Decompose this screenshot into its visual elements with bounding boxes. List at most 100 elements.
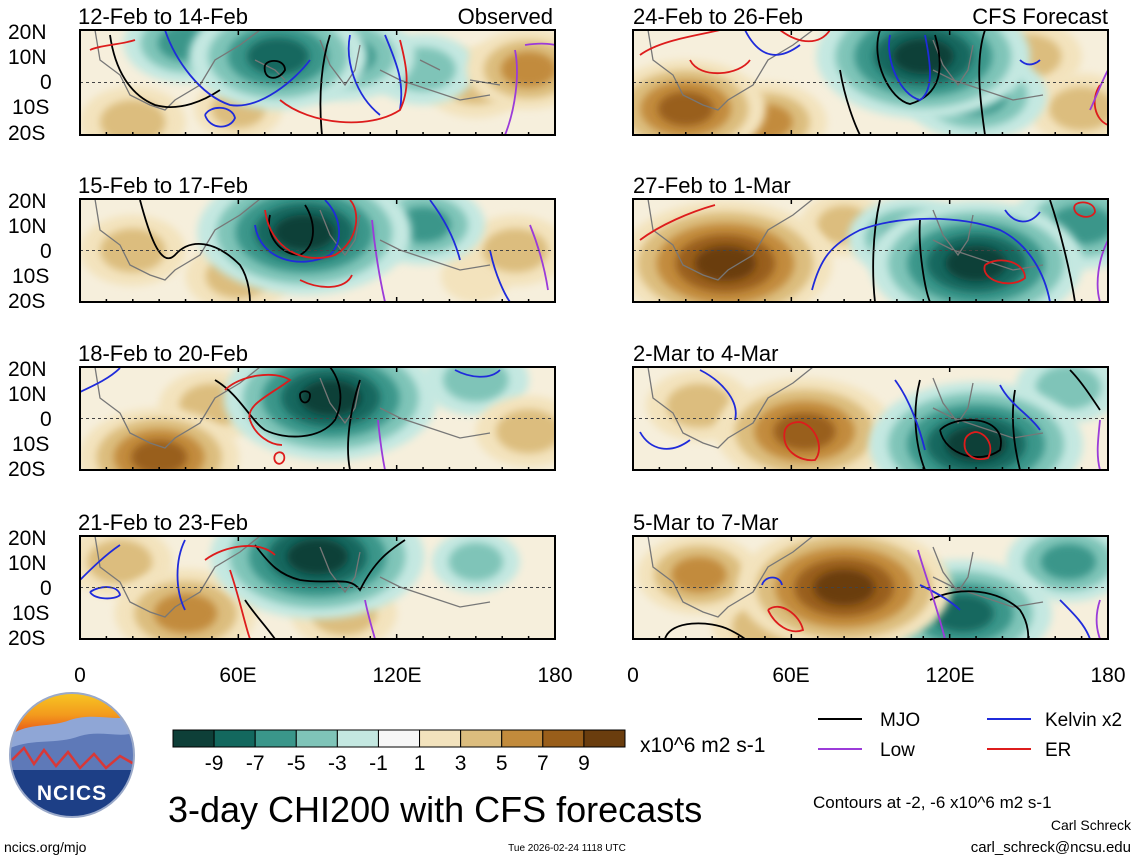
- kelvin-contour: [761, 576, 1091, 639]
- low-contour: [371, 219, 549, 302]
- anomaly-blob: [666, 383, 732, 428]
- anomaly-blob: [931, 594, 994, 632]
- ytick-label: 10N: [8, 46, 47, 69]
- anomaly-blob: [100, 228, 166, 273]
- chi200-shading: [633, 367, 1108, 470]
- colorbar-swatch: [336, 729, 379, 748]
- site-url: ncics.org/mjo: [4, 839, 87, 855]
- ytick-label: 20N: [8, 358, 47, 381]
- er-contour: [767, 605, 805, 633]
- kelvin-contour: [254, 199, 511, 302]
- anomaly-blob: [443, 367, 509, 402]
- chi200-shading: [80, 30, 555, 135]
- panel-27feb-1mar: [632, 198, 1109, 303]
- colorbar-swatch: [542, 729, 585, 748]
- colorbar-swatch: [419, 729, 462, 748]
- coastline: [94, 367, 491, 449]
- panel-title: 5-Mar to 7-Mar: [633, 510, 778, 535]
- xtick-label: 120E: [925, 664, 974, 687]
- ytick-label: 10S: [12, 96, 49, 119]
- feature-contours: [639, 199, 1108, 302]
- ytick-label: 0: [40, 577, 52, 600]
- mjo-contour: [872, 199, 1076, 302]
- er-contour: [783, 421, 992, 462]
- colorbar-swatch: [377, 729, 421, 748]
- legend-label-er: ER: [1045, 740, 1071, 761]
- panel-title: 18-Feb to 20-Feb: [78, 341, 248, 366]
- anomaly-blob: [1049, 86, 1108, 131]
- anomaly-blob: [86, 539, 153, 584]
- anomaly-blob: [131, 440, 187, 470]
- coastline: [94, 536, 491, 618]
- legend-label-mjo: MJO: [880, 710, 920, 731]
- mjo-contour: [839, 30, 986, 135]
- er-contour: [264, 199, 358, 288]
- xtick-label: 60E: [772, 664, 809, 687]
- colorbar-swatch: [460, 729, 503, 748]
- panel-title: 15-Feb to 17-Feb: [78, 173, 248, 198]
- colorbar: -9 -7 -5 -3 -1 1 3 5 7 9 x10^6 m2 s-1: [172, 729, 765, 775]
- er-contour: [639, 30, 1108, 126]
- coastline: [94, 199, 491, 281]
- low-contour: [1096, 419, 1101, 470]
- er-contour: [89, 39, 408, 124]
- ytick-label: 20N: [8, 527, 47, 550]
- colorbar-tick-label: -1: [369, 752, 388, 775]
- low-contour: [1096, 239, 1108, 302]
- anomaly-blob: [773, 412, 836, 450]
- kelvin-contour: [639, 369, 1041, 451]
- panel-title: 27-Feb to 1-Mar: [633, 173, 791, 198]
- colorbar-swatch: [213, 729, 256, 748]
- feature-contours: [639, 30, 1108, 135]
- anomaly-blob: [246, 37, 309, 75]
- anomaly-blob: [100, 100, 166, 135]
- feature-contours: [80, 536, 491, 639]
- feature-contours: [94, 199, 549, 302]
- anomaly-blob: [1035, 367, 1102, 410]
- anomaly-blob: [154, 593, 218, 634]
- colorbar-tick-label: -5: [287, 752, 306, 775]
- figure-title: 3-day CHI200 with CFS forecasts: [168, 789, 702, 830]
- feature-contours: [80, 367, 501, 470]
- coastline: [647, 367, 1044, 449]
- feature-contours: [647, 536, 1101, 639]
- feature-contours: [89, 30, 555, 135]
- y-axis-labels: 20N 10N 0 10S 20S 20N 10N 0 10S 20S 20N …: [8, 21, 52, 650]
- anomaly-blob: [892, 38, 954, 75]
- ytick-label: 10N: [8, 215, 47, 238]
- legend-label-kelvin: Kelvin x2: [1045, 710, 1122, 731]
- colorbar-tick-label: -3: [328, 752, 347, 775]
- xtick-label: 180: [537, 664, 572, 687]
- ytick-label: 20S: [8, 458, 45, 481]
- xtick-label: 180: [1090, 664, 1125, 687]
- email: carl_schreck@ncsu.edu: [971, 839, 1131, 856]
- chi200-shading: [80, 367, 555, 470]
- panel-title: 21-Feb to 23-Feb: [78, 510, 248, 535]
- anomaly-blob: [657, 91, 714, 126]
- coastline: [647, 199, 1044, 281]
- low-contour: [377, 419, 386, 470]
- colorbar-swatch: [254, 729, 297, 748]
- ytick-label: 0: [40, 240, 52, 263]
- ytick-label: 10N: [8, 383, 47, 406]
- panel-title: 2-Mar to 4-Mar: [633, 341, 778, 366]
- author: Carl Schreck: [1051, 817, 1132, 833]
- anomaly-blob: [671, 556, 727, 593]
- mjo-contour: [244, 539, 406, 639]
- ytick-label: 10S: [12, 433, 49, 456]
- xtick-label: 60E: [219, 664, 256, 687]
- anomaly-blob: [448, 542, 503, 581]
- legend: MJO Kelvin x2 Low ER: [818, 710, 1122, 761]
- contour-note: Contours at -2, -6 x10^6 m2 s-1: [813, 793, 1052, 812]
- colorbar-tick-label: 1: [414, 752, 426, 775]
- anomaly-blob: [300, 380, 362, 416]
- chi200-shading: [633, 199, 1108, 302]
- anomaly-blob: [945, 245, 1007, 282]
- feature-contours: [639, 367, 1101, 470]
- anomaly-blob: [482, 228, 549, 273]
- ytick-label: 10S: [12, 602, 49, 625]
- panel-2mar-4mar: [632, 366, 1109, 471]
- ytick-label: 20N: [8, 190, 47, 213]
- panel-24feb-26feb: [632, 29, 1109, 136]
